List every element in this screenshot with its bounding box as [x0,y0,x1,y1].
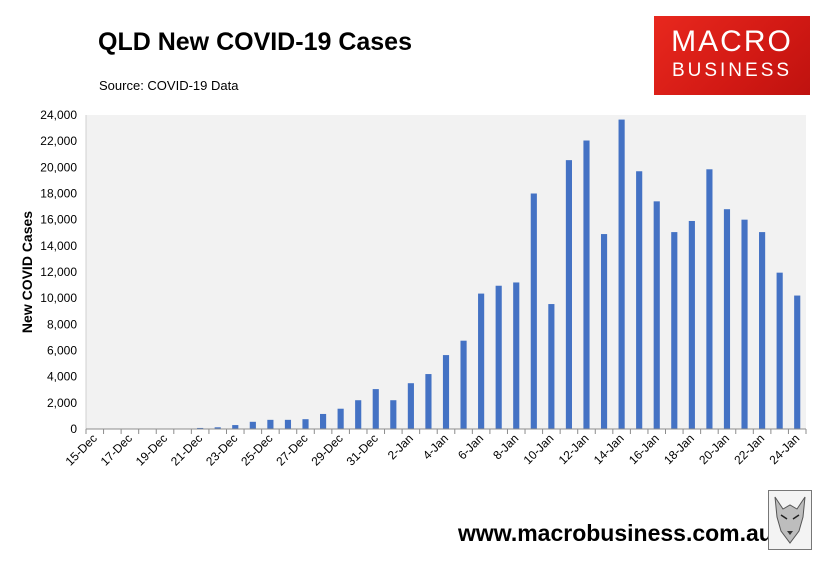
bar-21-Dec [197,427,204,429]
y-tick-label: 20,000 [40,160,77,174]
bar-16-Jan [653,201,660,429]
bar-22-Jan [759,232,766,429]
y-tick-label: 24,000 [40,108,77,122]
x-tick-label: 17-Dec [98,431,135,468]
bar-14-Jan [618,119,625,430]
bar-19-Jan [706,169,713,429]
y-tick-label: 14,000 [40,239,77,253]
x-tick-label: 21-Dec [168,431,205,468]
x-tick-label: 25-Dec [238,431,275,468]
bar-22-Dec [214,427,221,429]
wolf-logo-icon [768,490,812,550]
bar-24-Dec [249,421,256,429]
bar-2-Jan [407,383,414,429]
bar-27-Dec [302,419,309,429]
x-tick-label: 31-Dec [344,431,381,468]
logo-line-1: MACRO [671,25,793,58]
x-tick-label: 19-Dec [133,431,170,468]
bar-17-Jan [671,232,678,429]
y-tick-label: 6,000 [47,344,77,358]
x-tick-label: 18-Jan [661,431,697,467]
y-tick-label: 18,000 [40,187,77,201]
y-tick-label: 8,000 [47,317,77,331]
chart-source: Source: COVID-19 Data [99,78,239,93]
x-tick-label: 27-Dec [273,431,310,468]
bar-7-Jan [495,285,502,429]
x-tick-label: 20-Jan [696,431,732,467]
bars [197,119,801,430]
bar-4-Jan [442,355,450,429]
bar-23-Dec [232,425,239,429]
x-tick-label: 2-Jan [385,431,416,462]
bar-21-Jan [741,219,748,429]
bar-30-Dec [355,400,362,429]
bar-25-Dec [267,419,274,429]
y-tick-label: 22,000 [40,134,77,148]
bar-5-Jan [460,340,467,429]
bar-23-Jan [776,272,783,429]
bar-20-Jan [723,209,731,429]
bar-13-Jan [600,234,608,429]
bar-26-Dec [284,419,292,429]
bar-29-Dec [337,408,344,429]
logo-line-2: BUSINESS [671,60,793,81]
chart-title: QLD New COVID-19 Cases [98,28,412,56]
x-tick-label: 14-Jan [591,431,627,467]
x-tick-label: 12-Jan [556,431,592,467]
bar-18-Jan [688,220,695,429]
x-tick-label: 4-Jan [420,431,451,462]
y-tick-label: 2,000 [47,396,77,410]
bar-31-Dec [372,389,379,429]
x-tick-label: 22-Jan [731,431,767,467]
bar-11-Jan [565,160,572,429]
bar-10-Jan [548,304,555,429]
x-tick-label: 15-Dec [63,431,100,468]
x-axis: 15-Dec17-Dec19-Dec21-Dec23-Dec25-Dec27-D… [63,428,807,468]
macro-business-logo: MACRO BUSINESS [654,16,810,95]
x-tick-label: 16-Jan [626,431,662,467]
y-tick-label: 12,000 [40,265,77,279]
x-tick-label: 29-Dec [308,431,345,468]
bar-24-Jan [794,295,801,429]
y-axis: 0 2,000 4,000 6,000 8,000 10,000 12,000 14,000 1… [40,108,87,436]
y-axis-label: New COVID Cases [19,211,35,333]
y-tick-label: 4,000 [47,370,77,384]
x-tick-label: 23-Dec [203,431,240,468]
x-tick-label: 24-Jan [766,431,802,467]
bar-28-Dec [320,413,327,429]
website-url: www.macrobusiness.com.au [458,520,773,546]
bar-3-Jan [425,374,432,429]
bar-12-Jan [583,140,590,429]
x-tick-label: 6-Jan [455,431,486,462]
y-tick-label: 0 [70,422,77,436]
bar-6-Jan [478,293,485,429]
bar-1-Jan [390,400,397,429]
bar-9-Jan [530,193,537,429]
x-tick-label: 8-Jan [490,431,521,462]
y-tick-label: 10,000 [40,291,77,305]
x-tick-label: 10-Jan [521,431,557,467]
bar-8-Jan [513,282,520,429]
bar-15-Jan [636,171,643,429]
y-tick-label: 16,000 [40,213,77,227]
